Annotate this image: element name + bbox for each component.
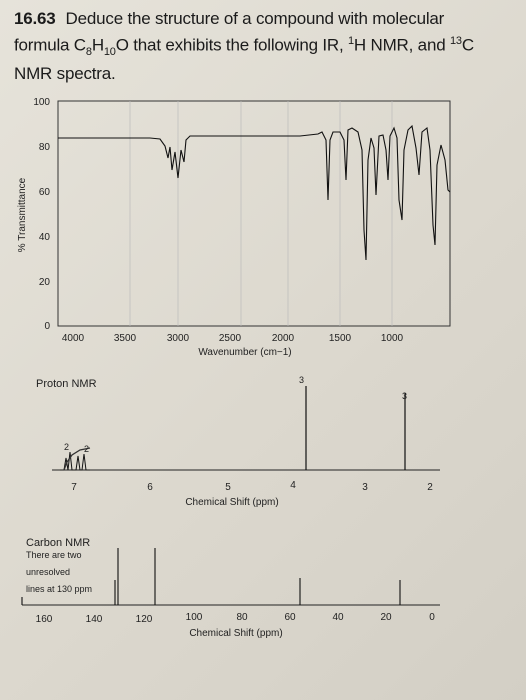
carbon-note-line: unresolved — [26, 567, 70, 577]
problem-statement: 16.63 Deduce the structure of a compound … — [14, 8, 514, 85]
proton-xtick: 4 — [290, 480, 296, 491]
carbon-xtick: 120 — [136, 614, 153, 625]
ir-xtick: 2500 — [219, 333, 242, 344]
proton-peak-label: 2 — [84, 444, 89, 454]
ir-ytick: 20 — [39, 277, 51, 288]
proton-nmr-spectrum: Proton NMR 2 2 3 3 7 6 5 4 3 2 Chemical … — [36, 375, 440, 508]
proton-peak-label: 3 — [402, 391, 407, 401]
proton-peak-label: 2 — [64, 442, 69, 452]
ir-xtick: 1500 — [329, 333, 352, 344]
ir-ytick: 100 — [33, 97, 50, 108]
carbon-nmr-spectrum: Carbon NMR There are two unresolved line… — [21, 537, 440, 639]
carbon-xtick: 60 — [284, 612, 296, 623]
proton-aromatic-peaks — [60, 451, 90, 471]
ir-xtick: 3000 — [167, 333, 190, 344]
proton-peak-label: 3 — [299, 375, 304, 385]
ir-trace — [58, 124, 451, 261]
carbon-xtick: 0 — [429, 612, 435, 623]
carbon-xtick: 80 — [236, 612, 248, 623]
ir-spectrum: 100 80 60 40 20 0 % Transmittance 4000 3… — [17, 97, 451, 358]
proton-xtick: 3 — [362, 482, 368, 493]
ir-xlabel: Wavenumber (cm−1) — [198, 347, 291, 358]
proton-xtick: 7 — [71, 482, 77, 493]
ir-ylabel: % Transmittance — [17, 177, 28, 252]
ir-xtick: 1000 — [381, 333, 404, 344]
ir-ytick: 0 — [44, 321, 50, 332]
ir-xtick: 2000 — [272, 333, 295, 344]
problem-line-2: formula C8H10O that exhibits the followi… — [14, 35, 474, 59]
carbon-xtick: 100 — [186, 612, 203, 623]
proton-nmr-title: Proton NMR — [36, 378, 97, 390]
carbon-nmr-title: Carbon NMR — [26, 537, 90, 549]
carbon-xtick: 20 — [380, 612, 392, 623]
carbon-xtick: 160 — [36, 614, 53, 625]
proton-xtick: 6 — [147, 482, 153, 493]
proton-xtick: 2 — [427, 482, 433, 493]
proton-integration-curve — [63, 447, 91, 471]
ir-ytick: 80 — [39, 142, 51, 153]
proton-xtick: 5 — [225, 482, 231, 493]
ir-ytick: 60 — [39, 187, 51, 198]
carbon-note-line: There are two — [26, 550, 82, 560]
ir-frame — [57, 100, 451, 327]
carbon-note-line: lines at 130 ppm — [26, 584, 92, 594]
ir-xtick: 3500 — [114, 333, 137, 344]
carbon-xtick: 140 — [86, 614, 103, 625]
carbon-xtick: 40 — [332, 612, 344, 623]
problem-line-3: NMR spectra. — [14, 64, 116, 84]
proton-xlabel: Chemical Shift (ppm) — [185, 497, 278, 508]
problem-line-1: 16.63 Deduce the structure of a compound … — [14, 9, 445, 28]
ir-xtick: 4000 — [62, 333, 85, 344]
ir-ytick: 40 — [39, 232, 51, 243]
carbon-xlabel: Chemical Shift (ppm) — [189, 628, 282, 639]
problem-number: 16.63 — [14, 9, 56, 28]
